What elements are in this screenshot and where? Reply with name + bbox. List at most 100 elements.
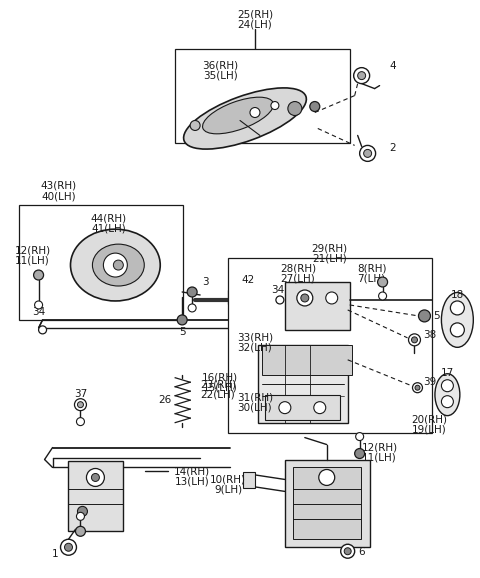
Text: 10(RH): 10(RH) [210, 475, 246, 484]
Text: 14(RH): 14(RH) [174, 466, 210, 476]
Circle shape [364, 149, 372, 157]
Text: 25(RH): 25(RH) [237, 10, 273, 20]
Circle shape [415, 385, 420, 390]
Text: 27(LH): 27(LH) [280, 273, 315, 283]
Circle shape [38, 326, 47, 334]
Text: 34: 34 [32, 307, 45, 317]
Bar [228, 290, 242, 304]
Ellipse shape [71, 229, 160, 301]
Bar [262, 345, 352, 375]
Circle shape [355, 449, 365, 458]
Circle shape [360, 146, 376, 161]
Text: 38: 38 [423, 330, 436, 340]
Circle shape [250, 108, 260, 117]
Circle shape [276, 296, 284, 304]
Circle shape [91, 473, 99, 481]
Circle shape [341, 544, 355, 558]
Text: 30(LH): 30(LH) [238, 403, 272, 413]
Text: 33(RH): 33(RH) [237, 333, 273, 343]
Circle shape [408, 334, 420, 346]
Circle shape [190, 120, 200, 131]
Text: 41(LH): 41(LH) [91, 223, 126, 233]
Text: 43(RH): 43(RH) [40, 180, 77, 190]
Circle shape [319, 469, 335, 486]
Text: 32(LH): 32(LH) [238, 343, 272, 353]
Bar [243, 472, 255, 488]
Circle shape [76, 418, 84, 425]
Circle shape [77, 506, 87, 516]
Text: 7(LH): 7(LH) [358, 273, 386, 283]
Circle shape [297, 290, 313, 306]
Circle shape [310, 102, 320, 112]
Circle shape [314, 402, 326, 414]
Circle shape [450, 301, 464, 315]
Ellipse shape [184, 88, 306, 149]
Circle shape [419, 310, 431, 322]
Circle shape [356, 432, 364, 440]
Circle shape [358, 72, 366, 80]
Circle shape [379, 292, 386, 300]
Circle shape [76, 512, 84, 520]
Text: 11(LH): 11(LH) [15, 255, 50, 265]
Circle shape [354, 68, 370, 84]
Text: 11(LH): 11(LH) [362, 453, 397, 462]
Text: 15(LH): 15(LH) [203, 383, 238, 392]
Text: 39: 39 [423, 377, 436, 387]
Circle shape [326, 292, 338, 304]
Text: 36(RH): 36(RH) [202, 61, 238, 71]
Text: 20(RH): 20(RH) [411, 414, 447, 425]
Text: 31(RH): 31(RH) [237, 392, 273, 403]
Ellipse shape [442, 292, 473, 347]
Bar [265, 395, 340, 420]
Circle shape [412, 383, 422, 392]
Text: 26: 26 [158, 395, 172, 405]
Text: 17: 17 [441, 368, 454, 378]
Text: 5: 5 [433, 311, 440, 321]
Text: 34: 34 [271, 285, 285, 295]
Text: 16(RH): 16(RH) [202, 373, 238, 383]
Ellipse shape [435, 374, 460, 416]
Circle shape [74, 399, 86, 410]
Circle shape [86, 469, 104, 487]
Circle shape [177, 315, 187, 325]
Text: 4: 4 [389, 61, 396, 71]
Bar [19, 205, 183, 320]
Circle shape [279, 402, 291, 414]
Text: 23(RH): 23(RH) [200, 380, 236, 390]
Circle shape [103, 253, 127, 277]
Bar [293, 468, 360, 539]
Ellipse shape [203, 97, 274, 134]
Circle shape [60, 539, 76, 555]
Text: 19(LH): 19(LH) [412, 425, 447, 435]
Circle shape [64, 543, 72, 551]
Text: 22(LH): 22(LH) [201, 390, 235, 400]
Text: 40(LH): 40(LH) [41, 191, 76, 201]
Text: 18: 18 [451, 290, 464, 300]
Circle shape [301, 294, 309, 302]
Text: 29(RH): 29(RH) [312, 243, 348, 253]
Bar [228, 258, 432, 432]
Text: 3: 3 [202, 277, 208, 287]
Circle shape [34, 270, 44, 280]
Circle shape [188, 304, 196, 312]
Text: 35(LH): 35(LH) [203, 71, 238, 80]
Text: 24(LH): 24(LH) [238, 20, 272, 29]
Circle shape [187, 287, 197, 297]
Text: 5: 5 [179, 327, 185, 337]
Bar [285, 460, 370, 547]
Text: 42: 42 [241, 275, 254, 285]
Bar [285, 282, 350, 330]
Text: 9(LH): 9(LH) [214, 484, 242, 494]
Circle shape [75, 527, 85, 536]
Bar [258, 345, 348, 423]
Circle shape [288, 102, 302, 116]
Text: 28(RH): 28(RH) [280, 263, 316, 273]
Text: 37: 37 [74, 388, 87, 399]
Circle shape [411, 337, 418, 343]
Text: 2: 2 [389, 143, 396, 153]
Circle shape [442, 380, 454, 392]
Circle shape [35, 301, 43, 309]
Circle shape [77, 402, 84, 407]
Bar [175, 49, 350, 143]
Text: 21(LH): 21(LH) [312, 253, 347, 263]
